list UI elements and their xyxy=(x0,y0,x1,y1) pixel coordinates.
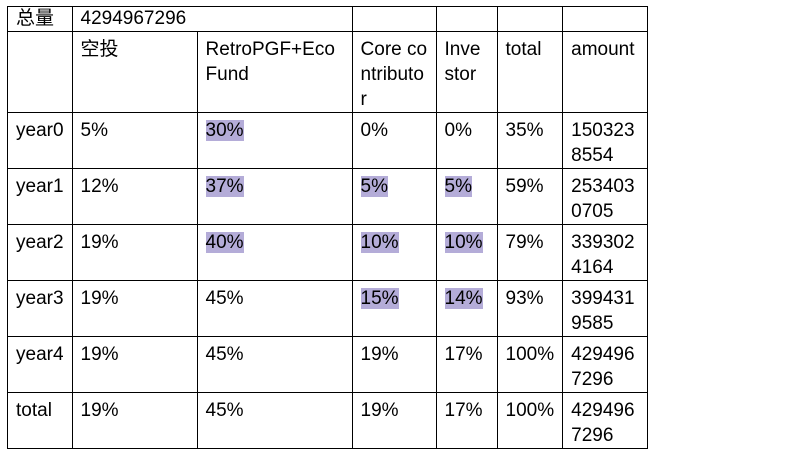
airdrop-cell[interactable]: 5% xyxy=(71,112,198,169)
amount-cell[interactable]: 2534030705 xyxy=(562,168,649,225)
header-cell-retropgf[interactable]: RetroPGF+Eco Fund xyxy=(196,31,353,113)
highlighted-value: 10% xyxy=(360,232,399,253)
investor-cell[interactable]: 0% xyxy=(435,112,498,169)
core-contributor-cell[interactable]: 19% xyxy=(351,336,437,393)
highlighted-value: 15% xyxy=(360,288,399,309)
retropgf-cell[interactable]: 45% xyxy=(196,280,353,337)
highlighted-value: 5% xyxy=(444,176,472,197)
airdrop-cell[interactable]: 12% xyxy=(71,168,198,225)
summary-row: 总量 4294967296 xyxy=(7,6,649,32)
total-cell[interactable]: 100% xyxy=(496,336,564,393)
row-label-cell[interactable]: year3 xyxy=(7,280,73,337)
total-cell[interactable]: 100% xyxy=(496,392,564,449)
table-row: year2 19% 40% 10% 10% 79% 3393024164 xyxy=(7,224,649,281)
amount-cell[interactable]: 3393024164 xyxy=(562,224,649,281)
total-cell[interactable]: 79% xyxy=(496,224,564,281)
total-cell[interactable]: 93% xyxy=(496,280,564,337)
empty-cell[interactable] xyxy=(496,6,564,32)
highlighted-value: 37% xyxy=(205,176,244,197)
summary-value-cell[interactable]: 4294967296 xyxy=(71,6,353,32)
empty-cell[interactable] xyxy=(435,6,498,32)
table-row: year3 19% 45% 15% 14% 93% 3994319585 xyxy=(7,280,649,337)
highlighted-value: 14% xyxy=(444,288,483,309)
row-label-cell[interactable]: year0 xyxy=(7,112,73,169)
empty-cell[interactable] xyxy=(351,6,437,32)
core-contributor-cell[interactable]: 19% xyxy=(351,392,437,449)
airdrop-cell[interactable]: 19% xyxy=(71,392,198,449)
row-label-cell[interactable]: year1 xyxy=(7,168,73,225)
investor-cell[interactable]: 17% xyxy=(435,336,498,393)
header-cell-core-contributor[interactable]: Core contributor xyxy=(351,31,437,113)
total-cell[interactable]: 35% xyxy=(496,112,564,169)
airdrop-cell[interactable]: 19% xyxy=(71,280,198,337)
investor-cell[interactable]: 17% xyxy=(435,392,498,449)
header-row: 空投 RetroPGF+Eco Fund Core contributor In… xyxy=(7,31,649,113)
empty-cell[interactable] xyxy=(562,6,649,32)
header-cell-amount[interactable]: amount xyxy=(562,31,649,113)
row-label-cell[interactable]: total xyxy=(7,392,73,449)
airdrop-cell[interactable]: 19% xyxy=(71,336,198,393)
summary-label-cell[interactable]: 总量 xyxy=(7,6,73,32)
core-contributor-cell[interactable]: 5% xyxy=(351,168,437,225)
amount-cell[interactable]: 4294967296 xyxy=(562,336,649,393)
retropgf-cell[interactable]: 45% xyxy=(196,392,353,449)
retropgf-cell[interactable]: 40% xyxy=(196,224,353,281)
total-cell[interactable]: 59% xyxy=(496,168,564,225)
header-cell-empty[interactable] xyxy=(7,31,73,113)
retropgf-cell[interactable]: 45% xyxy=(196,336,353,393)
table-row: year4 19% 45% 19% 17% 100% 4294967296 xyxy=(7,336,649,393)
retropgf-cell[interactable]: 37% xyxy=(196,168,353,225)
core-contributor-cell[interactable]: 10% xyxy=(351,224,437,281)
airdrop-cell[interactable]: 19% xyxy=(71,224,198,281)
retropgf-cell[interactable]: 30% xyxy=(196,112,353,169)
amount-cell[interactable]: 4294967296 xyxy=(562,392,649,449)
investor-cell[interactable]: 14% xyxy=(435,280,498,337)
allocation-table: 总量 4294967296 空投 RetroPGF+Eco Fund Core … xyxy=(7,6,649,449)
header-cell-investor[interactable]: Investor xyxy=(435,31,498,113)
amount-cell[interactable]: 1503238554 xyxy=(562,112,649,169)
spreadsheet: 总量 4294967296 空投 RetroPGF+Eco Fund Core … xyxy=(7,6,649,449)
core-contributor-cell[interactable]: 15% xyxy=(351,280,437,337)
table-row: year0 5% 30% 0% 0% 35% 1503238554 xyxy=(7,112,649,169)
table-row: total 19% 45% 19% 17% 100% 4294967296 xyxy=(7,392,649,449)
header-cell-airdrop[interactable]: 空投 xyxy=(71,31,198,113)
amount-cell[interactable]: 3994319585 xyxy=(562,280,649,337)
investor-cell[interactable]: 5% xyxy=(435,168,498,225)
core-contributor-cell[interactable]: 0% xyxy=(351,112,437,169)
row-label-cell[interactable]: year4 xyxy=(7,336,73,393)
table-row: year1 12% 37% 5% 5% 59% 2534030705 xyxy=(7,168,649,225)
highlighted-value: 30% xyxy=(205,120,244,141)
row-label-cell[interactable]: year2 xyxy=(7,224,73,281)
highlighted-value: 10% xyxy=(444,232,483,253)
highlighted-value: 40% xyxy=(205,232,244,253)
investor-cell[interactable]: 10% xyxy=(435,224,498,281)
highlighted-value: 5% xyxy=(360,176,388,197)
header-cell-total[interactable]: total xyxy=(496,31,564,113)
